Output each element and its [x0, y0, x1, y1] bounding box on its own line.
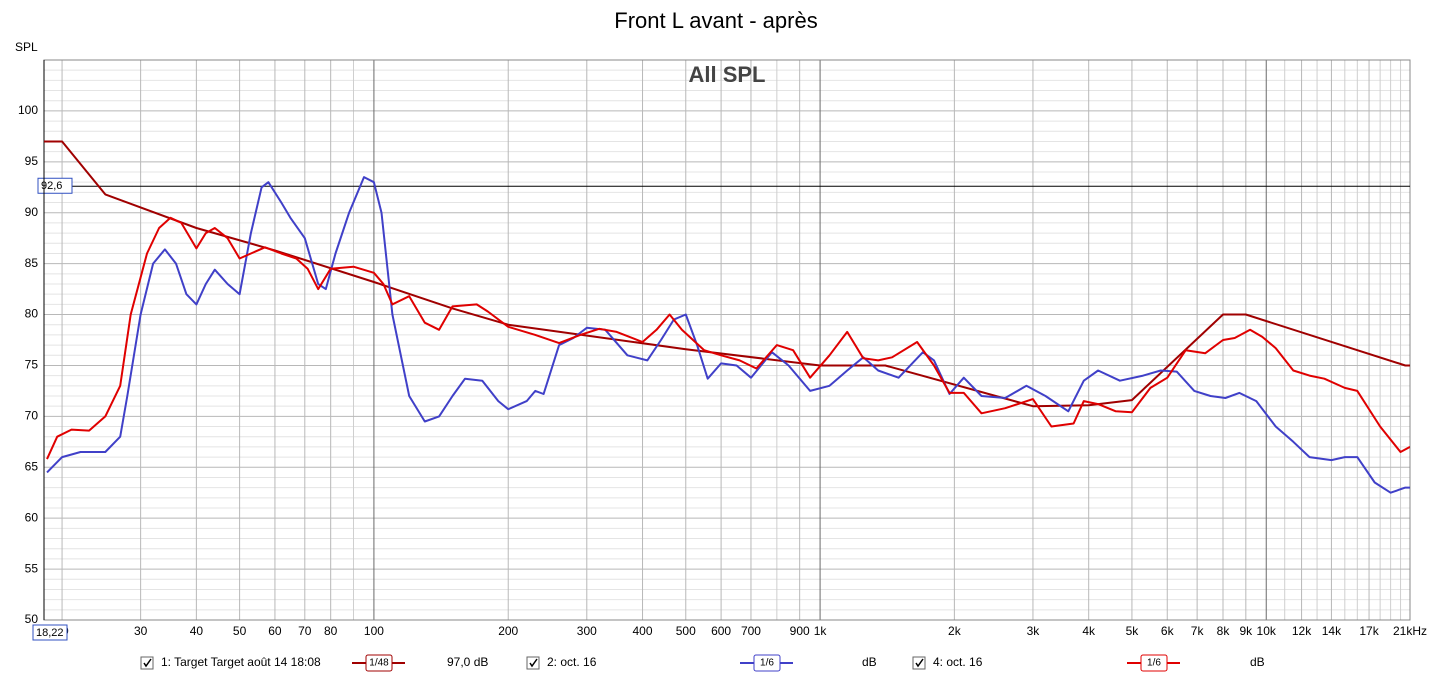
- x-tick-label: 9k: [1239, 624, 1253, 638]
- cursor-label: 18,22: [36, 627, 64, 639]
- x-tick-label: 17k: [1359, 624, 1379, 638]
- grid: [44, 60, 1411, 621]
- x-tick-label: 7k: [1191, 624, 1205, 638]
- legend-smoothing-box: [753, 654, 781, 672]
- y-tick-label: 65: [25, 459, 39, 473]
- legend-check: [529, 658, 538, 668]
- series-line: [46, 216, 1410, 460]
- x-tick-label: 100: [364, 624, 384, 638]
- x-tick-label: 70: [298, 624, 312, 638]
- legend-label: 1: Target Target août 14 18:08: [161, 655, 321, 669]
- y-tick-label: 75: [25, 358, 39, 372]
- x-tick-label: 900: [790, 624, 810, 638]
- y-tick-label: 85: [25, 256, 39, 270]
- legend-checkbox[interactable]: [140, 656, 154, 670]
- x-tick-label: 21kHz: [1393, 624, 1427, 638]
- legend-smoothing: 1/6: [760, 658, 774, 669]
- x-tick-label: 700: [741, 624, 761, 638]
- x-tick-label: 200: [498, 624, 518, 638]
- legend-level: dB: [862, 655, 877, 669]
- legend-level: dB: [1250, 655, 1265, 669]
- x-tick-label: 4k: [1082, 624, 1096, 638]
- y-axis-label: SPL: [15, 40, 38, 54]
- x-tick-label: 10k: [1257, 624, 1277, 638]
- legend-checkbox[interactable]: [526, 656, 540, 670]
- cursor-label-box: [32, 624, 68, 641]
- legend-label: 4: oct. 16: [933, 655, 983, 669]
- y-tick-label: 50: [25, 612, 39, 626]
- x-tick-label: 60: [268, 624, 282, 638]
- x-tick-label: 40: [190, 624, 204, 638]
- legend-smoothing: 1/48: [369, 658, 389, 669]
- x-tick-label: 5k: [1126, 624, 1140, 638]
- x-tick-label: 400: [633, 624, 653, 638]
- y-tick-label: 60: [25, 510, 39, 524]
- cursor-label: 92,6: [41, 180, 62, 192]
- x-tick-label: 50: [233, 624, 247, 638]
- x-tick-label: 6k: [1161, 624, 1175, 638]
- x-tick-label: 300: [577, 624, 597, 638]
- y-tick-label: 80: [25, 307, 39, 321]
- x-tick-label: 80: [324, 624, 338, 638]
- x-tick-label: 1k: [814, 624, 828, 638]
- legend-smoothing-box: [365, 654, 393, 672]
- cursor-label-box: [37, 177, 73, 194]
- chart-subtitle: All SPL: [688, 62, 765, 87]
- legend-checkbox[interactable]: [912, 656, 926, 670]
- legend-smoothing-box: [1140, 654, 1168, 672]
- legend-level: 97,0 dB: [447, 655, 488, 669]
- x-tick-label: 8k: [1217, 624, 1231, 638]
- x-tick-label: 14k: [1322, 624, 1342, 638]
- x-tick-label: 2k: [948, 624, 962, 638]
- y-tick-label: 90: [25, 205, 39, 219]
- y-tick-label: 70: [25, 409, 39, 423]
- legend-check: [915, 658, 924, 668]
- x-tick-label: 600: [711, 624, 731, 638]
- legend-smoothing: 1/6: [1147, 658, 1161, 669]
- x-tick-label: 3k: [1027, 624, 1041, 638]
- x-tick-label: 12k: [1292, 624, 1312, 638]
- x-tick-label: 30: [134, 624, 148, 638]
- y-tick-label: 95: [25, 154, 39, 168]
- y-tick-label: 100: [18, 103, 38, 117]
- y-tick-label: 55: [25, 561, 39, 575]
- legend-check: [143, 658, 152, 668]
- chart-title: Front L avant - après: [614, 8, 817, 33]
- legend-label: 2: oct. 16: [547, 655, 597, 669]
- x-tick-label: 500: [676, 624, 696, 638]
